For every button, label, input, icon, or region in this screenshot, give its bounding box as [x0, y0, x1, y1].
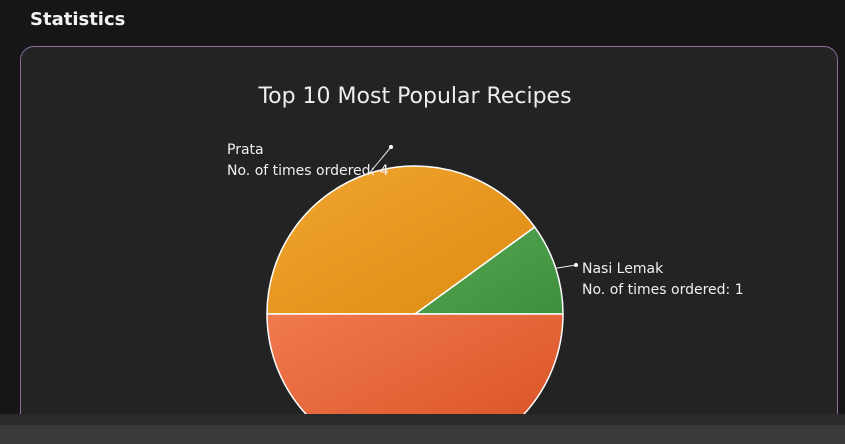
- scrollbar-track[interactable]: [0, 425, 845, 444]
- pie-slices: [266, 165, 564, 444]
- section-title: Statistics: [30, 9, 126, 30]
- chart-card: Top 10 Most Popular Recipes Nasi Lemak No…: [20, 46, 838, 444]
- connector-dot: [389, 145, 393, 149]
- pie-labels: Nasi Lemak No. of times ordered: 1 Prata No…: [227, 142, 744, 298]
- pie-slice-slice-2[interactable]: [266, 313, 564, 444]
- slice-value-label: No. of times ordered: 1: [582, 282, 744, 298]
- pie-slice-nasi-lemak[interactable]: [414, 226, 564, 315]
- connector-line: [555, 264, 577, 269]
- pie-chart: Top 10 Most Popular Recipes Nasi Lemak No…: [227, 84, 744, 444]
- pie-slice-prata[interactable]: [266, 165, 536, 315]
- slice-value-label: No. of times ordered: 4: [227, 163, 389, 179]
- slice-label: Nasi Lemak: [582, 261, 664, 277]
- chart-title: Top 10 Most Popular Recipes: [257, 84, 571, 109]
- bottom-scrollbar[interactable]: [0, 414, 845, 444]
- connector-line: [368, 146, 392, 174]
- slice-label: Prata: [227, 142, 264, 158]
- connector-dot: [574, 263, 578, 267]
